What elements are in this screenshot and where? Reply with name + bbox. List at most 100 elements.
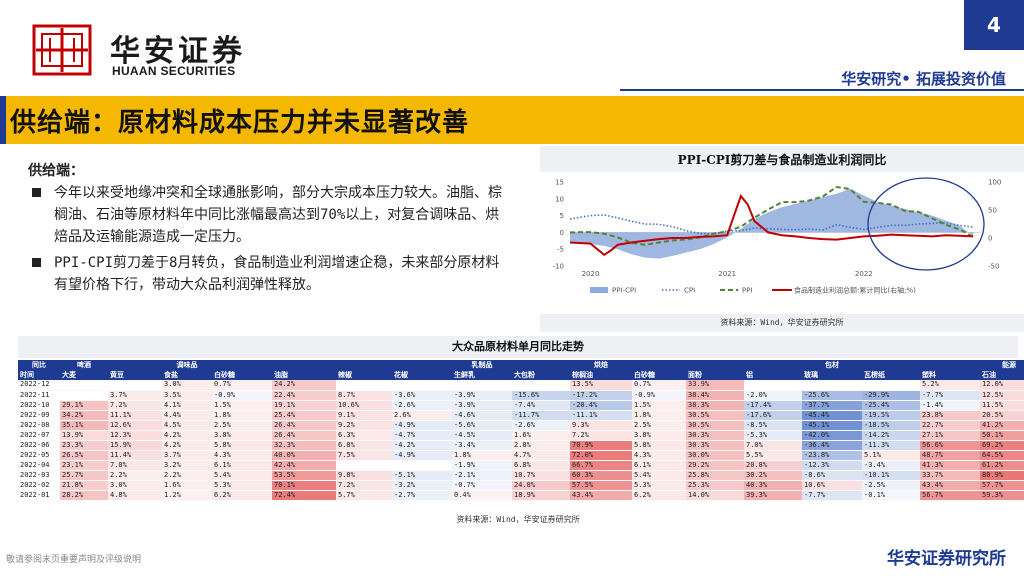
table-row: 2022-04 23.1% 7.0% 3.2% 6.1% 42.4% -1.9% 6.8% 66… — [18, 460, 1024, 471]
table-cell: 13.5% — [570, 380, 632, 391]
table-cell: -1.9% — [452, 460, 512, 471]
table-group-header: 同比 啤酒 调味品 乳制品 烘焙 包材 能源 — [18, 360, 1024, 370]
bullet-item: 今年以来受地缘冲突和全球通胀影响，部分大宗成本压力较大。油脂、棕榈油、石油等原材… — [28, 182, 508, 248]
legend-label: CPI — [684, 287, 695, 295]
table-cell: -17.2% — [570, 390, 632, 401]
table-cell: 6.1% — [212, 460, 272, 471]
legend-label: PPI-CPI — [612, 287, 636, 295]
table-cell: 2.5% — [212, 420, 272, 431]
table-cell: 2022-02 — [18, 480, 60, 491]
table-cell: 48.7% — [920, 450, 980, 461]
table-cell: 12.3% — [108, 430, 162, 441]
y-left-tick-label: -10 — [553, 263, 564, 271]
table-cell: 57.5% — [570, 480, 632, 491]
table-header-cell: 时间 — [18, 370, 60, 380]
table-cell: -2.0% — [744, 390, 802, 401]
table-row: 2022-08 35.1% 12.6% 4.5% 2.5% 26.4% 9.2% -4.9% -… — [18, 420, 1024, 431]
table-cell: -29.9% — [862, 390, 920, 401]
table-cell: 32.3% — [272, 440, 336, 451]
table-row: 2022-12 3.0% 0.7% 24.2% 13.5% 0.7% 33.9% 5.2% 12… — [18, 380, 1024, 391]
table-header-cell: 大麦 — [60, 370, 108, 380]
footer-brand: 华安证券研究所 — [887, 549, 1006, 569]
legend-label: PPI — [742, 287, 753, 295]
table-cell: 50.1% — [980, 430, 1024, 441]
x-tick-label: 2020 — [582, 270, 600, 278]
table-cell: 30.3% — [686, 440, 744, 451]
table-cell: 33.9% — [686, 380, 744, 391]
table-cell: 3.8% — [632, 430, 686, 441]
table-cell: 10.6% — [802, 480, 862, 491]
table-cell: -2.6% — [392, 400, 452, 411]
table-cell: 3.2% — [162, 460, 212, 471]
y-right-tick-label: 100 — [988, 179, 1001, 187]
table-cell: 2022-04 — [18, 460, 60, 471]
table-cell: 60.3% — [570, 470, 632, 481]
table-header-cell: 石油 — [980, 370, 1024, 380]
table-row: 2022-10 29.1% 7.2% 4.1% 1.5% 19.1% 10.6% -2.6% -… — [18, 400, 1024, 411]
table-cell: 34.2% — [60, 410, 108, 421]
table-row: 2022-03 25.7% 2.2% 2.2% 5.4% 53.5% 9.8% -5.1% -2… — [18, 470, 1024, 481]
table-cell: 2022-06 — [18, 440, 60, 451]
table-cell: -42.0% — [802, 430, 862, 441]
brand-en: HUAAN SECURITIES — [112, 64, 236, 78]
table-cell: -12.3% — [802, 460, 862, 471]
bullet-square-icon — [32, 258, 41, 267]
table-cell: 4.5% — [162, 420, 212, 431]
tagline: 华安研究• 拓展投资价值 — [841, 70, 1006, 88]
y-right-tick-label: -50 — [988, 263, 999, 271]
table-cell: -3.6% — [392, 390, 452, 401]
table-cell: 7.2% — [336, 480, 392, 491]
table-cell — [862, 380, 920, 391]
table-cell: 9.1% — [336, 410, 392, 421]
table-cell: -17.4% — [744, 400, 802, 411]
table-cell: -0.7% — [452, 480, 512, 491]
table-cell: 26.4% — [272, 430, 336, 441]
table-cell: -2.5% — [862, 480, 920, 491]
table-group-cell — [392, 360, 452, 370]
table-cell: -4.6% — [452, 410, 512, 421]
table-group-cell — [744, 360, 802, 370]
table-cell: 18.9% — [512, 490, 570, 501]
table-cell: 1.5% — [632, 400, 686, 411]
table-cell: 7.0% — [108, 460, 162, 471]
table-cell: 14.0% — [686, 490, 744, 501]
table-group-cell — [920, 360, 980, 370]
table-cell: 43.4% — [920, 480, 980, 491]
table-group-cell — [512, 360, 570, 370]
table-cell: 30.0% — [686, 450, 744, 461]
table-cell: 0.4% — [452, 490, 512, 501]
bullet-text: 今年以来受地缘冲突和全球通胀影响，部分大宗成本压力较大。油脂、棕榈油、石油等原材… — [54, 185, 502, 245]
table-cell: 6.8% — [336, 440, 392, 451]
table-group-cell: 烘焙 — [570, 360, 632, 370]
table-row: 2022-07 13.9% 12.3% 4.2% 3.8% 26.4% 6.3% -4.7% -… — [18, 430, 1024, 441]
table-cell: 1.8% — [212, 410, 272, 421]
table-cell: 12.6% — [108, 420, 162, 431]
table-cell — [392, 460, 452, 471]
table-cell: 24.8% — [512, 480, 570, 491]
table-cell: -10.1% — [862, 470, 920, 481]
table-cell: 22.4% — [272, 390, 336, 401]
table-cell: 3.7% — [162, 450, 212, 461]
table-cell: 30.3% — [686, 430, 744, 441]
table-header-cell: 食盐 — [162, 370, 212, 380]
table-cell: 25.7% — [60, 470, 108, 481]
table-cell: 22.7% — [920, 420, 980, 431]
table-row: 2022-09 34.2% 11.1% 4.4% 1.8% 25.4% 9.1% 2.6% -4… — [18, 410, 1024, 421]
table-cell: 4.3% — [212, 450, 272, 461]
table-cell: 1.5% — [212, 400, 272, 411]
table-cell — [60, 380, 108, 391]
table-cell: 40.3% — [744, 480, 802, 491]
legend-label: 食品制造业利润总额:累计同比(右轴;%) — [794, 286, 916, 295]
table-cell: 5.3% — [212, 480, 272, 491]
table-cell: -7.4% — [512, 400, 570, 411]
table-cell: 33.7% — [920, 470, 980, 481]
table-cell: 0.7% — [212, 380, 272, 391]
ppi-line — [569, 185, 974, 246]
chart-title: PPI-CPI剪刀差与食品制造业利润同比 — [540, 146, 1024, 172]
table-cell: 5.5% — [744, 450, 802, 461]
table-cell: 66.7% — [570, 460, 632, 471]
table-title: 大众品原材料单月同比走势 — [18, 336, 1018, 358]
table-cell: 3.5% — [162, 390, 212, 401]
table-cell: 40.0% — [272, 450, 336, 461]
